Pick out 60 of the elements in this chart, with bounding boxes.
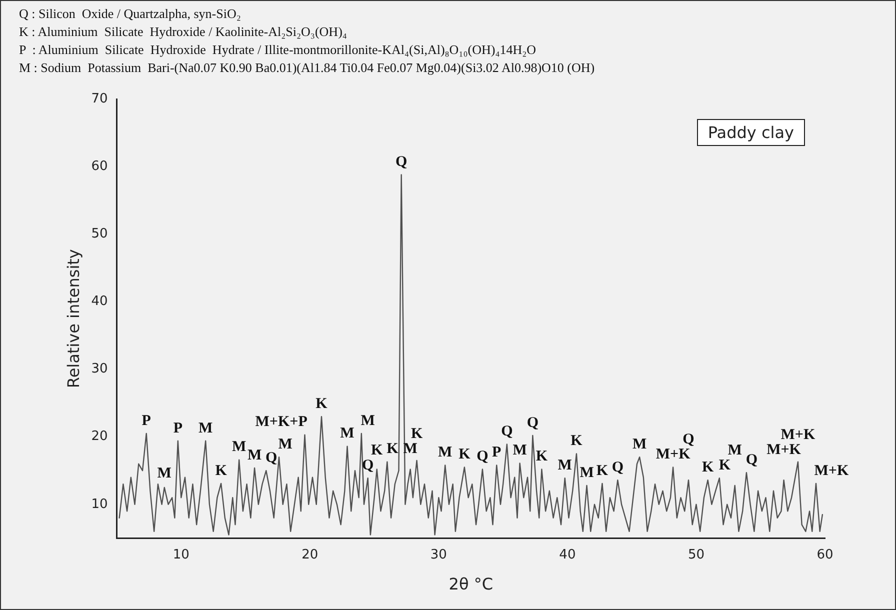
annotation: Q [612, 459, 624, 476]
annotation: M [278, 436, 292, 452]
x-axis-title: 2θ °C [448, 574, 493, 594]
annotation: Q [682, 432, 695, 448]
annotation: Q [746, 452, 758, 468]
annotation: P [492, 444, 502, 461]
annotation: Q [476, 448, 489, 465]
text: Paddy clay [708, 123, 794, 142]
annotation: M [247, 447, 262, 464]
annotation: M [198, 420, 213, 436]
y-tick-label: 50 [91, 226, 108, 242]
annotation: M+K [780, 427, 816, 444]
y-tick-label: 20 [91, 429, 108, 444]
annotation: K [702, 459, 714, 476]
annotation: K [536, 448, 548, 465]
annotation: K [458, 446, 471, 463]
annotation: K [371, 442, 384, 458]
annotation: M [580, 464, 594, 481]
annotation: Q [501, 424, 514, 440]
y-axis-title: Relative intensity [64, 249, 83, 388]
annotation: K [215, 462, 228, 479]
y-tick-label: 30 [91, 362, 108, 377]
annotation: P [142, 412, 151, 429]
annotation: K [596, 462, 608, 479]
annotation: M+K [656, 446, 691, 463]
annotation: K [410, 426, 423, 442]
text: P : Aluminium Silicate Hydroxide Hydrate / Illite-montmorillonite-KAl₄(Si,Al)₈O₁₀(OH)₄14H₂O [19, 41, 538, 59]
text: Q : Silicon Oxide / Quartzalpha, syn-SiO₂ [19, 5, 242, 23]
annotation: Q [395, 154, 408, 170]
x-tick-label: 10 [172, 547, 190, 562]
annotation: K [718, 457, 731, 474]
annotation: Q [266, 450, 278, 466]
annotation: M [632, 436, 647, 452]
annotation: M [157, 466, 172, 482]
annotation: Q [526, 414, 539, 431]
annotation: M+K [814, 462, 849, 479]
x-tick-label: 50 [688, 547, 704, 562]
annotation: K [570, 433, 583, 450]
y-tick-label: 10 [91, 496, 108, 512]
annotation: M [728, 442, 742, 458]
annotation: M [232, 439, 246, 456]
annotation: M [438, 444, 452, 461]
y-tick-label: 60 [91, 158, 108, 174]
y-tick-label: 40 [91, 294, 108, 310]
annotation: M [360, 412, 375, 429]
annotation: P [173, 420, 182, 436]
y-tick-label: 70 [91, 91, 108, 106]
text: M : Sodium Potassium Bari-(Na0.07 K0.90 Ba0.01)(Al1.84 Ti0.04 Fe0.07 Mg0.04)(Si3.02 Al0.98)O10 (OH) [19, 59, 595, 77]
x-tick-label: 20 [302, 547, 318, 562]
x-tick-label: 40 [559, 547, 576, 562]
x-tick-label: 60 [816, 547, 834, 562]
annotation: M [512, 442, 527, 459]
annotation: M+K [766, 442, 802, 458]
annotation: M+K+P [255, 414, 308, 430]
annotation: M [340, 426, 354, 442]
annotation: K [386, 441, 399, 458]
x-tick-label: 30 [430, 547, 447, 562]
text: K : Aluminium Silicate Hydroxide / Kaolinite-Al₂Si₂O₃(OH)₄ [19, 23, 348, 41]
annotation: M [558, 457, 572, 474]
annotation: K [316, 396, 328, 412]
